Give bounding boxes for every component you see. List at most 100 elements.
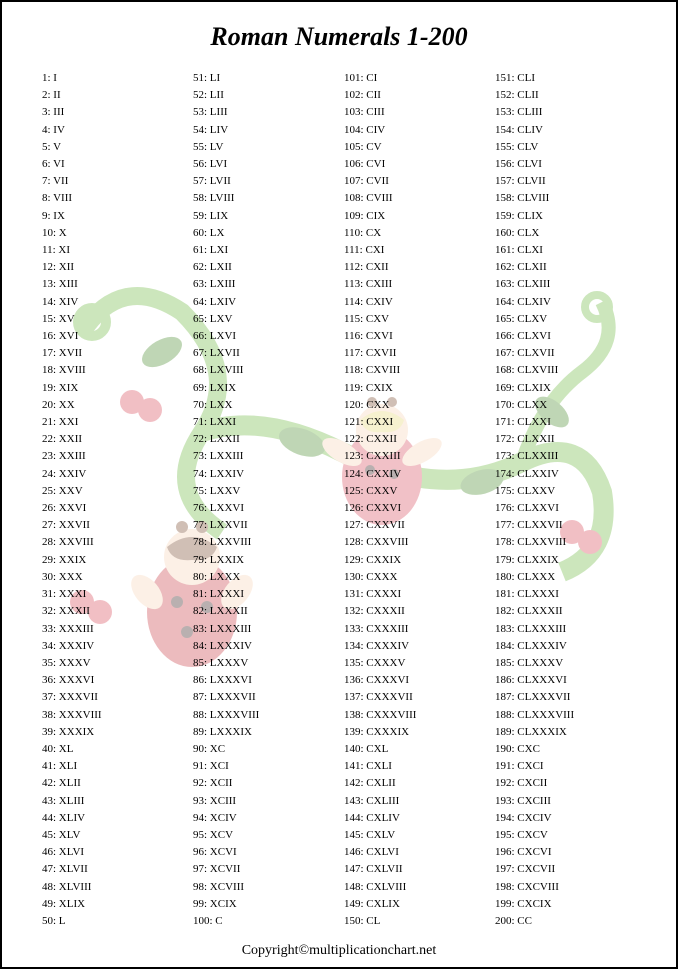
- numeral-entry: 197: CXCVII: [495, 861, 636, 878]
- numeral-entry: 4: IV: [42, 122, 183, 139]
- numeral-entry: 55: LV: [193, 139, 334, 156]
- numeral-entry: 16: XVI: [42, 328, 183, 345]
- numeral-entry: 179: CLXXIX: [495, 552, 636, 569]
- numeral-entry: 11: XI: [42, 242, 183, 259]
- numeral-entry: 83: LXXXIII: [193, 621, 334, 638]
- numeral-entry: 191: CXCI: [495, 758, 636, 775]
- numeral-entry: 171: CLXXI: [495, 414, 636, 431]
- numeral-entry: 177: CLXXVII: [495, 517, 636, 534]
- numeral-entry: 118: CXVIII: [344, 362, 485, 379]
- numeral-entry: 5: V: [42, 139, 183, 156]
- numeral-entry: 56: LVI: [193, 156, 334, 173]
- numeral-entry: 148: CXLVIII: [344, 879, 485, 896]
- numeral-entry: 136: CXXXVI: [344, 672, 485, 689]
- numeral-entry: 152: CLII: [495, 87, 636, 104]
- numeral-entry: 180: CLXXX: [495, 569, 636, 586]
- numerals-columns: 1: I2: II3: III4: IV5: V6: VI7: VII8: VI…: [42, 70, 636, 930]
- numeral-entry: 9: IX: [42, 208, 183, 225]
- column-2: 51: LI52: LII53: LIII54: LIV55: LV56: LV…: [193, 70, 334, 930]
- numeral-entry: 155: CLV: [495, 139, 636, 156]
- numeral-entry: 196: CXCVI: [495, 844, 636, 861]
- numeral-entry: 130: CXXX: [344, 569, 485, 586]
- numeral-entry: 70: LXX: [193, 397, 334, 414]
- numeral-entry: 198: CXCVIII: [495, 879, 636, 896]
- numeral-entry: 119: CXIX: [344, 380, 485, 397]
- page-title: Roman Numerals 1-200: [42, 22, 636, 52]
- numeral-entry: 6: VI: [42, 156, 183, 173]
- numeral-entry: 89: LXXXIX: [193, 724, 334, 741]
- numeral-entry: 150: CL: [344, 913, 485, 930]
- numeral-entry: 172: CLXXII: [495, 431, 636, 448]
- numeral-entry: 161: CLXI: [495, 242, 636, 259]
- numeral-entry: 32: XXXII: [42, 603, 183, 620]
- numeral-entry: 132: CXXXII: [344, 603, 485, 620]
- numeral-entry: 142: CXLII: [344, 775, 485, 792]
- numeral-entry: 137: CXXXVII: [344, 689, 485, 706]
- numeral-entry: 34: XXXIV: [42, 638, 183, 655]
- numeral-entry: 84: LXXXIV: [193, 638, 334, 655]
- numeral-entry: 126: CXXVI: [344, 500, 485, 517]
- numeral-entry: 149: CXLIX: [344, 896, 485, 913]
- numeral-entry: 50: L: [42, 913, 183, 930]
- numeral-entry: 71: LXXI: [193, 414, 334, 431]
- numeral-entry: 25: XXV: [42, 483, 183, 500]
- numeral-entry: 74: LXXIV: [193, 466, 334, 483]
- numeral-entry: 107: CVII: [344, 173, 485, 190]
- numeral-entry: 190: CXC: [495, 741, 636, 758]
- numeral-entry: 54: LIV: [193, 122, 334, 139]
- numeral-entry: 111: CXI: [344, 242, 485, 259]
- numeral-entry: 53: LIII: [193, 104, 334, 121]
- numeral-entry: 181: CLXXXI: [495, 586, 636, 603]
- numeral-entry: 124: CXXIV: [344, 466, 485, 483]
- numeral-entry: 51: LI: [193, 70, 334, 87]
- numeral-entry: 186: CLXXXVI: [495, 672, 636, 689]
- numeral-entry: 199: CXCIX: [495, 896, 636, 913]
- numeral-entry: 116: CXVI: [344, 328, 485, 345]
- numeral-entry: 29: XXIX: [42, 552, 183, 569]
- column-1: 1: I2: II3: III4: IV5: V6: VI7: VII8: VI…: [42, 70, 183, 930]
- numeral-entry: 159: CLIX: [495, 208, 636, 225]
- numeral-entry: 81: LXXXI: [193, 586, 334, 603]
- numeral-entry: 174: CLXXIV: [495, 466, 636, 483]
- numeral-entry: 147: CXLVII: [344, 861, 485, 878]
- numeral-entry: 185: CLXXXV: [495, 655, 636, 672]
- numeral-entry: 189: CLXXXIX: [495, 724, 636, 741]
- numeral-entry: 106: CVI: [344, 156, 485, 173]
- column-4: 151: CLI152: CLII153: CLIII154: CLIV155:…: [495, 70, 636, 930]
- numeral-entry: 77: LXXVII: [193, 517, 334, 534]
- numeral-entry: 160: CLX: [495, 225, 636, 242]
- numeral-entry: 90: XC: [193, 741, 334, 758]
- numeral-entry: 99: XCIX: [193, 896, 334, 913]
- numeral-entry: 121: CXXI: [344, 414, 485, 431]
- page-content: Roman Numerals 1-200 1: I2: II3: III4: I…: [2, 2, 676, 967]
- numeral-entry: 193: CXCIII: [495, 793, 636, 810]
- numeral-entry: 19: XIX: [42, 380, 183, 397]
- numeral-entry: 38: XXXVIII: [42, 707, 183, 724]
- numeral-entry: 52: LII: [193, 87, 334, 104]
- numeral-entry: 72: LXXII: [193, 431, 334, 448]
- numeral-entry: 63: LXIII: [193, 276, 334, 293]
- numeral-entry: 170: CLXX: [495, 397, 636, 414]
- numeral-entry: 108: CVIII: [344, 190, 485, 207]
- numeral-entry: 188: CLXXXVIII: [495, 707, 636, 724]
- numeral-entry: 110: CX: [344, 225, 485, 242]
- numeral-entry: 154: CLIV: [495, 122, 636, 139]
- numeral-entry: 1: I: [42, 70, 183, 87]
- numeral-entry: 114: CXIV: [344, 294, 485, 311]
- numeral-entry: 65: LXV: [193, 311, 334, 328]
- numeral-entry: 40: XL: [42, 741, 183, 758]
- numeral-entry: 122: CXXII: [344, 431, 485, 448]
- numeral-entry: 100: C: [193, 913, 334, 930]
- numeral-entry: 96: XCVI: [193, 844, 334, 861]
- numeral-entry: 168: CLXVIII: [495, 362, 636, 379]
- numeral-entry: 146: CXLVI: [344, 844, 485, 861]
- numeral-entry: 95: XCV: [193, 827, 334, 844]
- numeral-entry: 7: VII: [42, 173, 183, 190]
- numeral-entry: 98: XCVIII: [193, 879, 334, 896]
- numeral-entry: 144: CXLIV: [344, 810, 485, 827]
- numeral-entry: 129: CXXIX: [344, 552, 485, 569]
- numeral-entry: 15: XV: [42, 311, 183, 328]
- numeral-entry: 21: XXI: [42, 414, 183, 431]
- numeral-entry: 58: LVIII: [193, 190, 334, 207]
- copyright-text: Copyright©multiplicationchart.net: [2, 943, 676, 959]
